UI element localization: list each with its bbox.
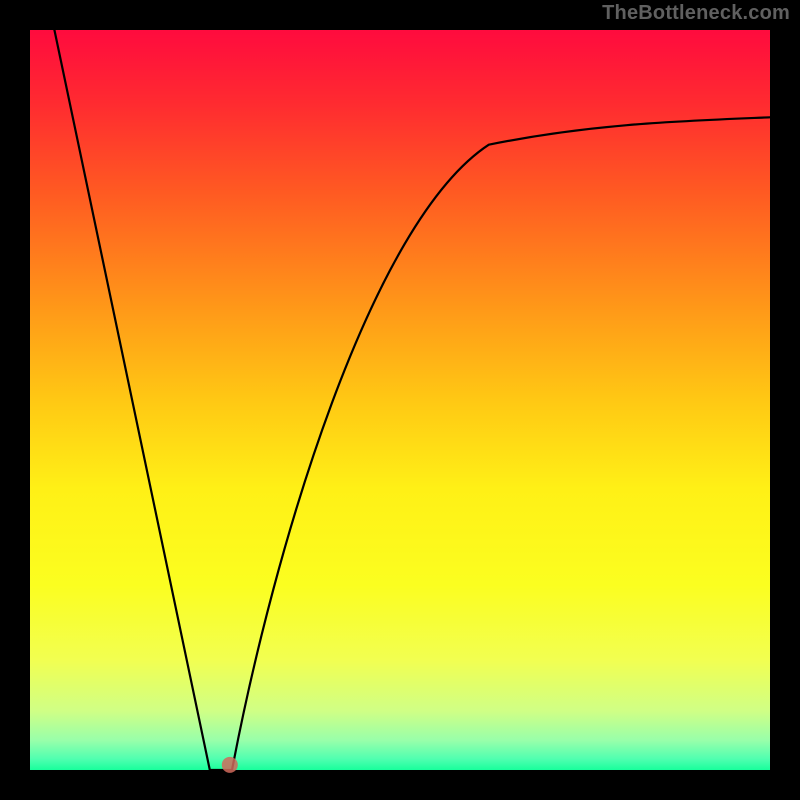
- gradient-background: [30, 30, 770, 770]
- bottleneck-chart: TheBottleneck.com: [0, 0, 800, 800]
- optimal-point-marker: [222, 757, 238, 773]
- watermark-label: TheBottleneck.com: [602, 2, 790, 25]
- chart-svg: [0, 0, 800, 800]
